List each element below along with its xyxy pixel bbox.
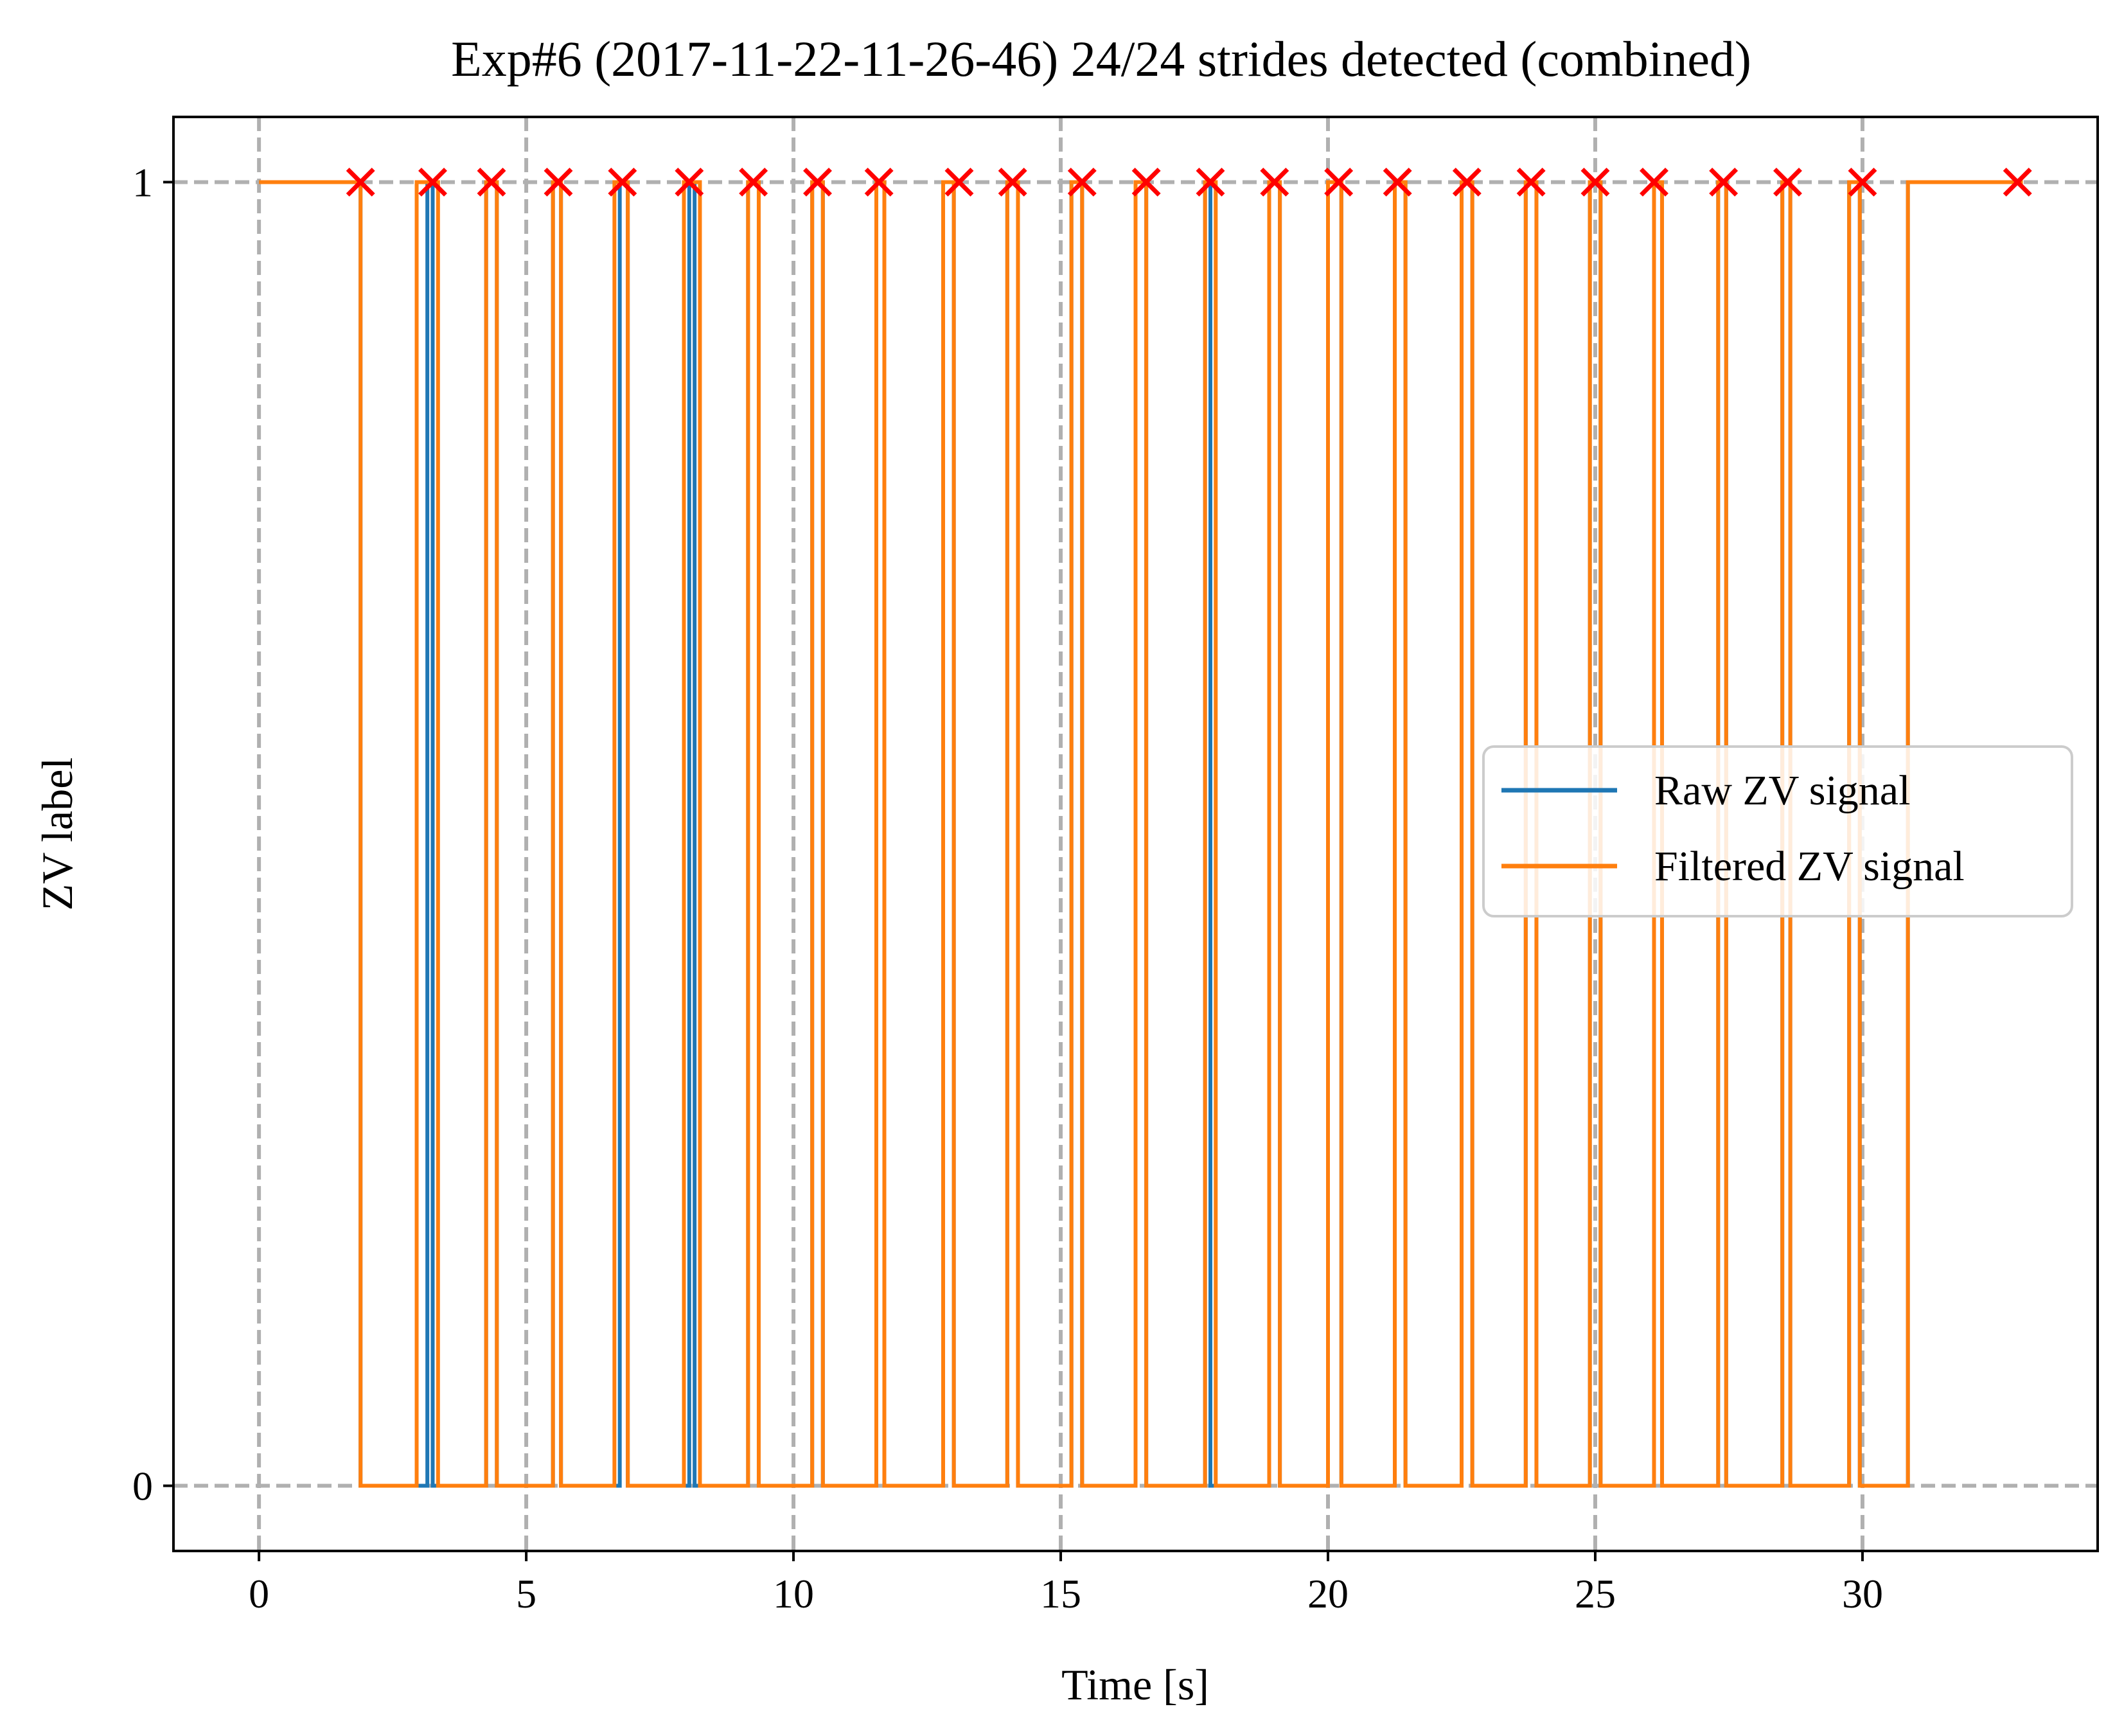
legend: Raw ZV signal Filtered ZV signal [1482,745,2073,917]
x-tick-label-5: 5 [516,1571,536,1616]
stride-marker-stroke-b [1196,167,1225,197]
x-tick-label-15: 15 [1040,1571,1081,1616]
stride-marker-18 [1452,167,1482,197]
stride-marker-stroke-b [1452,167,1482,197]
stride-marker-stroke-b [1383,167,1412,197]
stride-marker-13 [1131,167,1161,197]
stride-marker-17 [1383,167,1412,197]
stride-marker-24 [1848,167,1877,197]
stride-marker-stroke-b [608,167,637,197]
stride-marker-2 [418,167,447,197]
stride-marker-stroke-b [864,167,894,197]
x-tick-label-10: 10 [773,1571,814,1616]
legend-label-filtered: Filtered ZV signal [1654,843,1965,890]
stride-marker-stroke-b [544,167,573,197]
legend-label-raw: Raw ZV signal [1654,767,1910,814]
stride-marker-6 [675,167,704,197]
x-tick-label-20: 20 [1307,1571,1349,1616]
stride-marker-5 [608,167,637,197]
stride-marker-stroke-b [739,167,768,197]
stride-marker-20 [1580,167,1610,197]
stride-marker-stroke-b [944,167,974,197]
stride-marker-16 [1324,167,1354,197]
x-tick-label-30: 30 [1842,1571,1883,1616]
stride-marker-stroke-b [1580,167,1610,197]
stride-marker-stroke-b [675,167,704,197]
y-axis-label: ZV label [33,757,82,911]
stride-marker-stroke-b [418,167,447,197]
stride-marker-10 [944,167,974,197]
stride-marker-8 [803,167,832,197]
stride-marker-stroke-b [1324,167,1354,197]
stride-marker-stroke-b [2003,167,2032,197]
x-axis-label: Time [s] [1061,1660,1209,1709]
stride-marker-stroke-b [998,167,1027,197]
stride-marker-stroke-b [346,167,375,197]
stride-marker-stroke-b [1709,167,1739,197]
chart-title: Exp#6 (2017-11-22-11-26-46) 24/24 stride… [451,31,1751,87]
stride-marker-stroke-b [1773,167,1802,197]
filtered-zv-signal-line [259,180,2023,1488]
stride-marker-stroke-b [1516,167,1546,197]
stride-marker-stroke-b [1848,167,1877,197]
stride-markers [346,167,2032,197]
x-axis-ticks: 0 5 10 15 20 25 30 [249,1551,1883,1616]
stride-marker-11 [998,167,1027,197]
stride-marker-15 [1260,167,1289,197]
x-tick-label-25: 25 [1575,1571,1616,1616]
legend-box [1482,745,2073,917]
stride-marker-3 [477,167,506,197]
stride-marker-stroke-b [1640,167,1668,197]
stride-marker-21 [1640,167,1668,197]
stride-marker-stroke-b [477,167,506,197]
stride-marker-22 [1709,167,1739,197]
stride-marker-25 [2003,167,2032,197]
y-tick-label-0: 0 [132,1464,153,1509]
y-axis-ticks: 01 [132,159,173,1509]
plot-area-frame [172,116,2099,1552]
stride-marker-7 [739,167,768,197]
stride-marker-1 [346,167,375,197]
stride-marker-9 [864,167,894,197]
stride-marker-14 [1196,167,1225,197]
stride-marker-12 [1067,167,1097,197]
stride-marker-4 [544,167,573,197]
stride-marker-19 [1516,167,1546,197]
stride-marker-stroke-b [1131,167,1161,197]
y-tick-label-1: 1 [132,159,153,205]
x-tick-label-0: 0 [249,1571,269,1616]
stride-marker-stroke-b [1067,167,1097,197]
stride-marker-23 [1773,167,1802,197]
stride-marker-stroke-b [1260,167,1289,197]
stride-marker-stroke-b [803,167,832,197]
